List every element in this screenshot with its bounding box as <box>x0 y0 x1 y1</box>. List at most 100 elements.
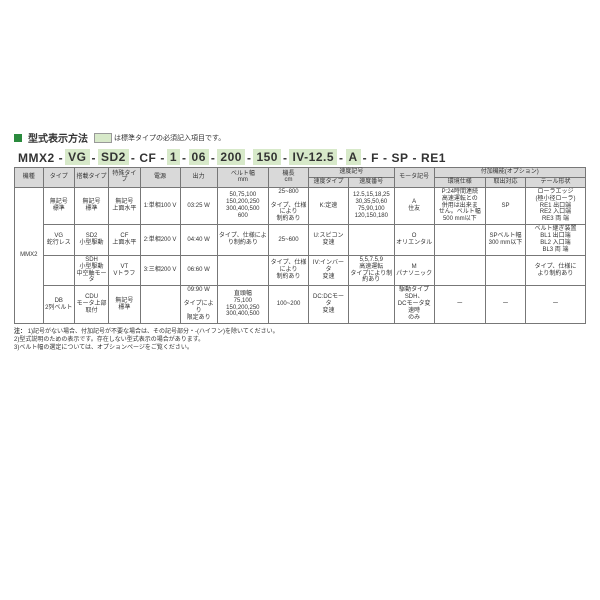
table-cell: P:24時間連続高速運転との併用は出来ません。ベルト幅500 mm以下 <box>434 187 485 224</box>
table-cell: SPベルト幅300 mm以下 <box>485 225 525 256</box>
table-cell: タイプ、仕様により制約あり <box>217 225 268 256</box>
table-cell: Oオリエンタル <box>394 225 434 256</box>
model-segment: MMX2 <box>16 151 57 165</box>
table-header: テール形状 <box>525 177 585 187</box>
table-cell: CDUモータ上部取付 <box>74 286 108 323</box>
model-dash: - <box>181 151 188 165</box>
table-cell: K:定速 <box>309 187 349 224</box>
table-header: 速度番号 <box>348 177 394 187</box>
table-cell: 5,5,7.5,9高速運転タイプにより制約あり <box>348 255 394 286</box>
table-cell: 03:25 W <box>180 187 217 224</box>
model-dash: - <box>382 151 389 165</box>
table-cell: Mパナソニック <box>394 255 434 286</box>
table-cell: 50,75,100150,200,250300,400,500600 <box>217 187 268 224</box>
table-cell: DC:DCモータ変速 <box>309 286 349 323</box>
model-segment: RE1 <box>419 151 448 165</box>
table-cell: IV:インバータ変速 <box>309 255 349 286</box>
table-header: 速度記号 <box>309 168 395 178</box>
table-cell: 12.5,15,18,2530,35,50,6075,90,100120,150… <box>348 187 394 224</box>
section-title: 型式表示方法 <box>28 130 88 145</box>
table-cell: 駆動タイプSDH、DCモータ変速時のみ <box>394 286 434 323</box>
table-cell: 25~600 <box>269 225 309 256</box>
table-header: 搭載タイプ <box>74 168 108 188</box>
table-cell: タイプ、仕様により制約あり <box>525 255 585 286</box>
table-cell: U:スピコン変速 <box>309 225 349 256</box>
table-cell: ー <box>434 286 485 323</box>
table-header: 電源 <box>140 168 180 188</box>
model-dash: - <box>58 151 65 165</box>
spec-table: 機種タイプ搭載タイプ特殊タイプ電源出力ベルト幅mm機長cm速度記号モータ記号付加… <box>14 167 586 324</box>
table-cell <box>43 255 74 286</box>
model-segment: 150 <box>253 149 281 165</box>
table-cell: A住友 <box>394 187 434 224</box>
model-segment: VG <box>65 149 89 165</box>
table-cell: 100~200 <box>269 286 309 323</box>
model-dash: - <box>210 151 217 165</box>
model-segment: IV-12.5 <box>289 149 337 165</box>
model-dash: - <box>130 151 137 165</box>
table-header: モータ記号 <box>394 168 434 188</box>
table-header: タイプ <box>43 168 74 188</box>
table-cell: VG蛇行レス <box>43 225 74 256</box>
table-cell: SP <box>485 187 525 224</box>
table-cell <box>217 255 268 286</box>
notes: 注： 1)記号がない場合、付加記号が不要な場合は、その記号部分・-(ハイフン)を… <box>14 328 586 352</box>
table-header: 環境仕様 <box>434 177 485 187</box>
table-header: 特殊タイプ <box>109 168 140 188</box>
table-cell: ベルト継ぎ装置BL1 出口端BL2 入口端BL3 両 端 <box>525 225 585 256</box>
table-cell: VTVトラフ <box>109 255 140 286</box>
table-cell <box>434 225 485 256</box>
table-cell: 無記号標準 <box>74 187 108 224</box>
table-cell: SD2小型駆動 <box>74 225 108 256</box>
model-segment: F <box>369 151 381 165</box>
table-cell: ー <box>525 286 585 323</box>
legend-text: は標準タイプの必須記入項目です。 <box>114 133 225 143</box>
table-cell: 25~800タイプ、仕様により制約あり <box>269 187 309 224</box>
table-header: 機長cm <box>269 168 309 188</box>
table-cell <box>434 255 485 286</box>
model-segment: A <box>346 149 361 165</box>
table-cell: MMX2 <box>15 187 44 323</box>
table-cell: 3:三相200 V <box>140 255 180 286</box>
table-cell: ローラエッジ(極小径ローラ)RE1 出口端RE2 入口端RE3 両 端 <box>525 187 585 224</box>
legend-swatch <box>94 133 112 143</box>
table-cell: CF上面水平 <box>109 225 140 256</box>
legend: は標準タイプの必須記入項目です。 <box>94 133 225 143</box>
table-cell <box>140 286 180 323</box>
table-cell: 2:単相200 V <box>140 225 180 256</box>
model-segment: 200 <box>217 149 245 165</box>
table-cell: 06:60 W <box>180 255 217 286</box>
model-dash: - <box>338 151 345 165</box>
model-dash: - <box>362 151 369 165</box>
title-row: 型式表示方法 は標準タイプの必須記入項目です。 <box>14 130 586 145</box>
table-cell: SDH小型駆動中空軸モータ <box>74 255 108 286</box>
model-dash: - <box>91 151 98 165</box>
table-header: 出力 <box>180 168 217 188</box>
model-segment: 1 <box>167 149 180 165</box>
table-cell: 無記号標準 <box>43 187 74 224</box>
table-cell: 04:40 W <box>180 225 217 256</box>
model-segment: 06 <box>189 149 209 165</box>
table-cell: ー <box>485 286 525 323</box>
table-cell: 09:90 Wタイプにより限定あり <box>180 286 217 323</box>
table-cell: タイプ、仕様により制約あり <box>269 255 309 286</box>
model-code: MMX2-VG-SD2-CF-1-06-200-150-IV-12.5-A-F-… <box>16 149 586 165</box>
model-dash: - <box>159 151 166 165</box>
notes-body: 1)記号がない場合、付加記号が不要な場合は、その記号部分・-(ハイフン)を除いて… <box>14 329 279 351</box>
model-dash: - <box>412 151 419 165</box>
table-header: 取出対応 <box>485 177 525 187</box>
table-cell: 1:単相100 V <box>140 187 180 224</box>
table-header: 付加機能(オプション) <box>434 168 585 178</box>
table-cell <box>348 286 394 323</box>
model-segment: SP <box>390 151 411 165</box>
model-dash: - <box>282 151 289 165</box>
notes-label: 注： <box>14 329 26 335</box>
table-header: ベルト幅mm <box>217 168 268 188</box>
table-cell: 直頭幅75,100150,200,250300,400,500 <box>217 286 268 323</box>
table-header: 速度タイプ <box>309 177 349 187</box>
model-dash: - <box>246 151 253 165</box>
table-cell: 無記号標準 <box>109 286 140 323</box>
table-cell <box>348 225 394 256</box>
model-segment: SD2 <box>98 149 129 165</box>
table-header: 機種 <box>15 168 44 188</box>
